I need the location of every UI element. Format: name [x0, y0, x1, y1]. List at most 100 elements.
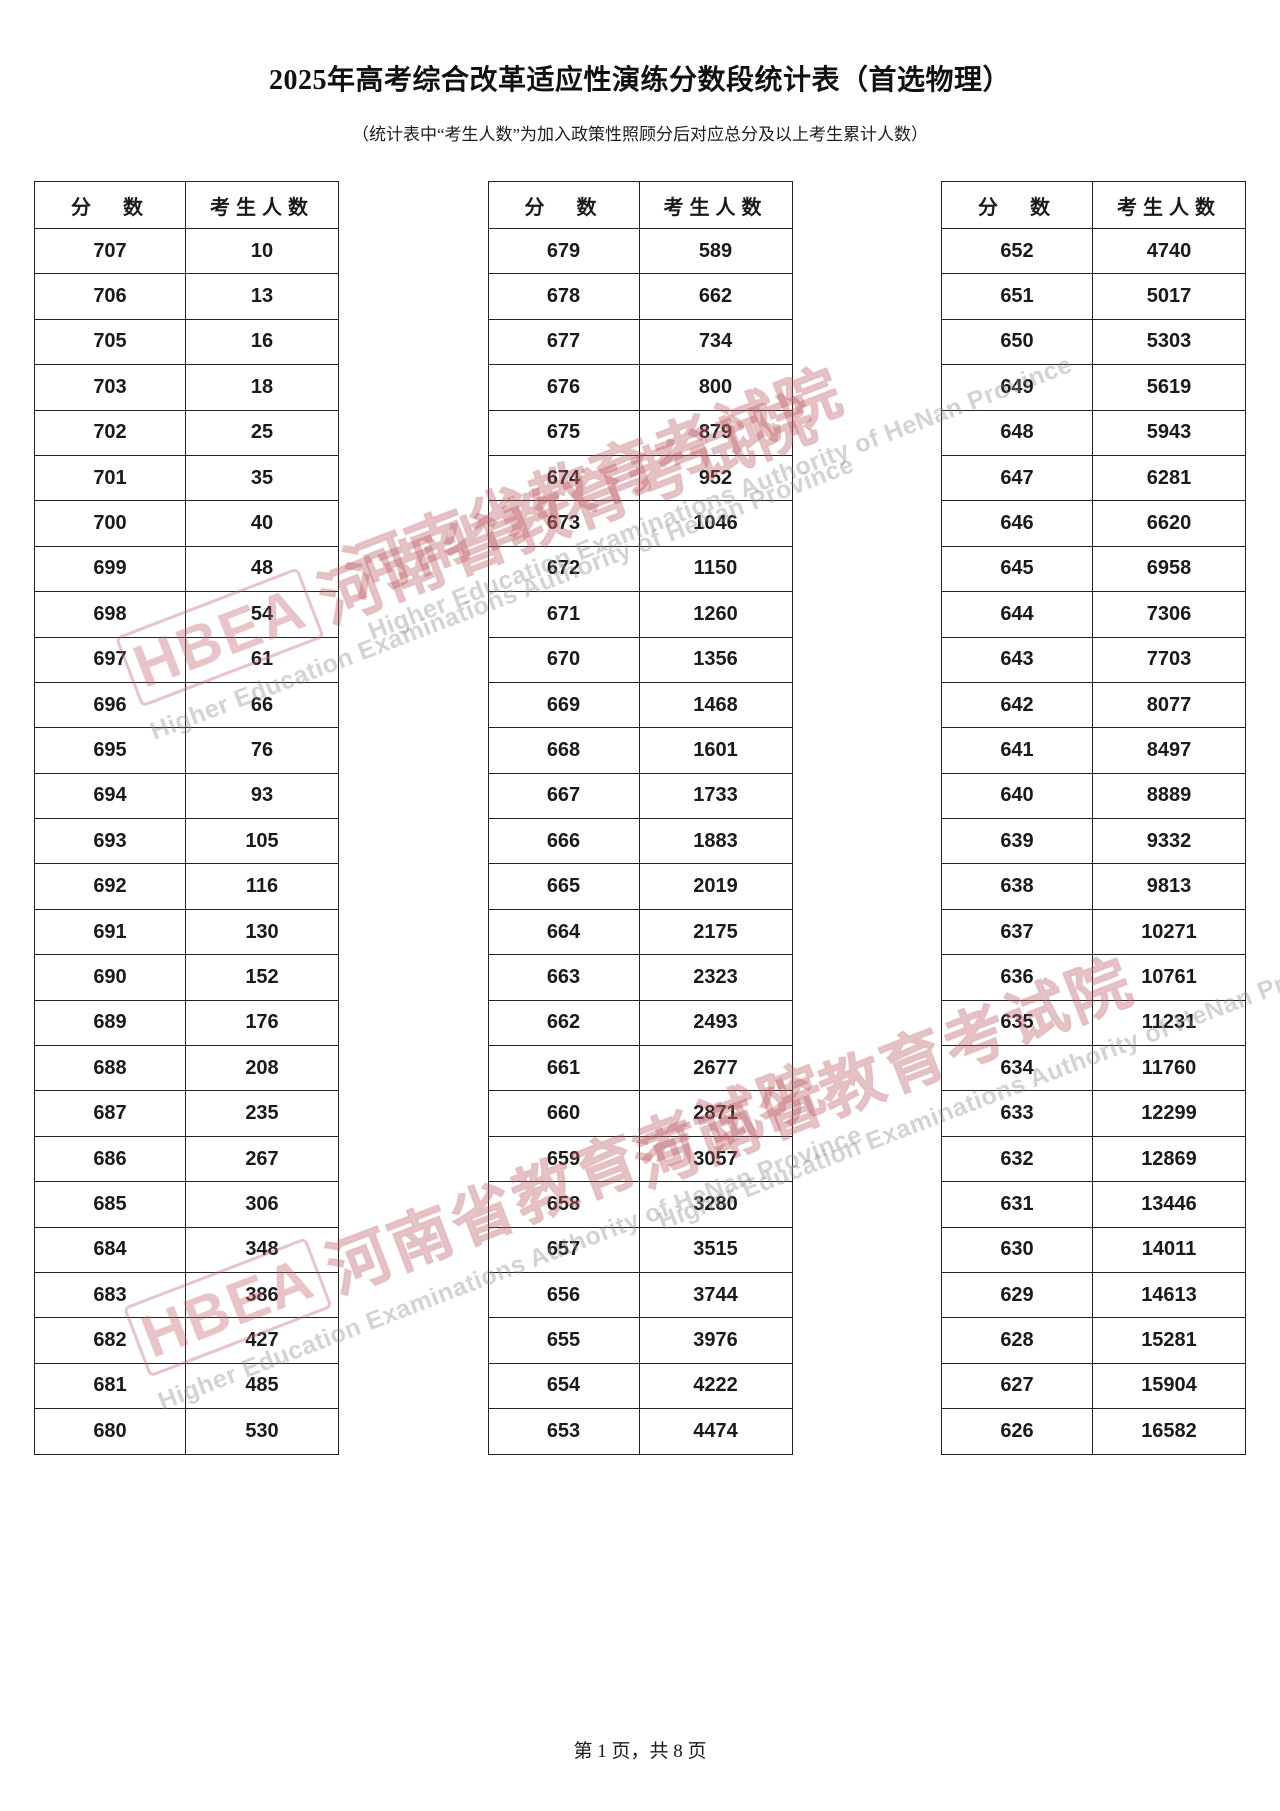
- cell-score: 683: [34, 1271, 186, 1319]
- table-row: 664 2175: [487, 908, 793, 956]
- cell-count: 800: [638, 364, 793, 411]
- cell-count: 93: [185, 772, 339, 820]
- table-row: 671 1260: [487, 591, 793, 638]
- table-row: 648 5943: [941, 409, 1246, 456]
- cell-score: 639: [941, 818, 1093, 865]
- table-row: 640 8889: [941, 772, 1246, 820]
- cell-count: 267: [185, 1135, 339, 1183]
- table-row: 673 1046: [487, 500, 793, 547]
- cell-score: 655: [487, 1317, 640, 1364]
- cell-count: 14613: [1092, 1271, 1246, 1319]
- cell-score: 644: [941, 591, 1093, 638]
- table-row: 629 14613: [941, 1271, 1246, 1319]
- cell-score: 681: [34, 1362, 186, 1410]
- cell-score: 667: [487, 772, 640, 820]
- cell-score: 637: [941, 908, 1093, 956]
- cell-count: 2323: [638, 954, 793, 1001]
- cell-score: 702: [34, 409, 186, 456]
- cell-score: 666: [487, 818, 640, 865]
- cell-score: 698: [34, 591, 186, 638]
- table-row: 637 10271: [941, 908, 1246, 956]
- cell-count: 7703: [1092, 636, 1246, 683]
- score-tables-container: 分 数 考生人数 707 10 706 13 705 16 703 18 702 25 701 35 7…: [0, 145, 1280, 1455]
- table-row: 674 952: [487, 454, 793, 502]
- cell-score: 690: [34, 954, 186, 1001]
- cell-score: 705: [34, 318, 186, 366]
- cell-score: 658: [487, 1181, 640, 1228]
- cell-count: 12869: [1092, 1135, 1246, 1183]
- cell-count: 152: [185, 954, 339, 1001]
- cell-count: 4474: [638, 1408, 793, 1455]
- table-row: 633 12299: [941, 1090, 1246, 1137]
- cell-score: 701: [34, 454, 186, 502]
- table-row: 675 879: [487, 409, 793, 456]
- table-row: 679 589: [487, 227, 793, 275]
- cell-count: 3515: [638, 1226, 793, 1273]
- cell-count: 7306: [1092, 591, 1246, 638]
- table-row: 663 2323: [487, 954, 793, 1001]
- cell-count: 10761: [1092, 954, 1246, 1001]
- table-row: 687 235: [34, 1090, 339, 1137]
- cell-score: 682: [34, 1317, 186, 1364]
- cell-count: 589: [638, 227, 793, 275]
- table-row: 688 208: [34, 1045, 339, 1092]
- cell-score: 635: [941, 999, 1093, 1047]
- column-header-count: 考生人数: [1092, 181, 1246, 229]
- cell-score: 693: [34, 818, 186, 865]
- cell-score: 636: [941, 954, 1093, 1001]
- cell-count: 1150: [638, 545, 793, 593]
- cell-score: 669: [487, 681, 640, 729]
- cell-count: 116: [185, 863, 339, 910]
- cell-count: 48: [185, 545, 339, 593]
- cell-score: 671: [487, 591, 640, 638]
- column-header-score: 分 数: [487, 181, 640, 229]
- cell-score: 668: [487, 727, 640, 774]
- cell-count: 61: [185, 636, 339, 683]
- table-row: 696 66: [34, 681, 339, 729]
- table-row: 627 15904: [941, 1362, 1246, 1410]
- cell-count: 105: [185, 818, 339, 865]
- table-row: 661 2677: [487, 1045, 793, 1092]
- cell-score: 675: [487, 409, 640, 456]
- table-row: 660 2871: [487, 1090, 793, 1137]
- cell-score: 674: [487, 454, 640, 502]
- table-row: 662 2493: [487, 999, 793, 1047]
- cell-score: 703: [34, 364, 186, 411]
- page-title: 2025年高考综合改革适应性演练分数段统计表（首选物理）: [268, 65, 1011, 96]
- cell-count: 734: [638, 318, 793, 366]
- cell-count: 130: [185, 908, 339, 956]
- cell-count: 348: [185, 1226, 339, 1273]
- cell-score: 664: [487, 908, 640, 956]
- cell-count: 2493: [638, 999, 793, 1047]
- cell-score: 641: [941, 727, 1093, 774]
- score-table-block-2: 分 数 考生人数 679 589 678 662 677 734 676 800 675 879 6…: [487, 181, 793, 1455]
- table-row: 707 10: [34, 227, 339, 275]
- table-row: 628 15281: [941, 1317, 1246, 1364]
- table-row: 650 5303: [941, 318, 1246, 366]
- cell-score: 632: [941, 1135, 1093, 1183]
- table-row: 685 306: [34, 1181, 339, 1228]
- cell-score: 633: [941, 1090, 1093, 1137]
- table-row: 672 1150: [487, 545, 793, 593]
- cell-count: 6281: [1092, 454, 1246, 502]
- cell-score: 678: [487, 273, 640, 320]
- table-row: 667 1733: [487, 772, 793, 820]
- cell-count: 6620: [1092, 500, 1246, 547]
- table-row: 641 8497: [941, 727, 1246, 774]
- table-row: 692 116: [34, 863, 339, 910]
- cell-count: 1356: [638, 636, 793, 683]
- table-row: 677 734: [487, 318, 793, 366]
- table-row: 682 427: [34, 1317, 339, 1364]
- table-row: 658 3280: [487, 1181, 793, 1228]
- cell-score: 676: [487, 364, 640, 411]
- cell-score: 670: [487, 636, 640, 683]
- cell-score: 642: [941, 681, 1093, 729]
- table-row: 676 800: [487, 364, 793, 411]
- table-row: 632 12869: [941, 1135, 1246, 1183]
- cell-score: 645: [941, 545, 1093, 593]
- cell-score: 696: [34, 681, 186, 729]
- table-row: 639 9332: [941, 818, 1246, 865]
- cell-score: 707: [34, 227, 186, 275]
- cell-count: 9813: [1092, 863, 1246, 910]
- cell-count: 879: [638, 409, 793, 456]
